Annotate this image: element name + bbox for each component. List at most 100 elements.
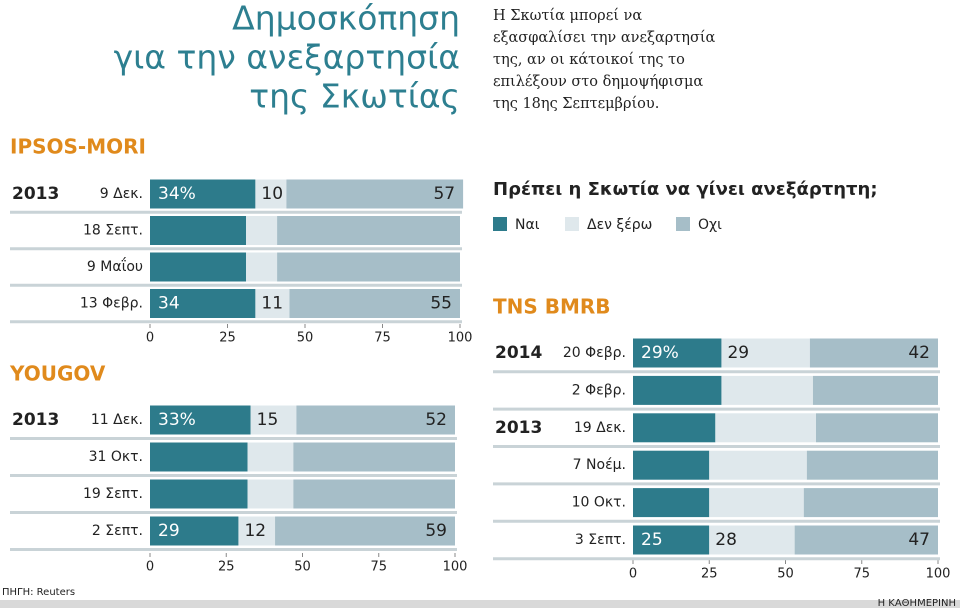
data-label: 25: [641, 530, 663, 550]
data-label: 29: [727, 343, 749, 363]
bar-segment: [250, 405, 297, 435]
description-line: εξασφαλίσει την ανεξαρτησία: [493, 29, 716, 46]
x-tick-label: 75: [370, 560, 387, 575]
year-label: 2014: [495, 343, 542, 363]
bar-segment: [812, 375, 938, 405]
description-line: Η Σκωτία μπορεί να: [493, 7, 642, 24]
legend-label: Ναι: [515, 217, 540, 233]
data-label: 11: [261, 294, 283, 314]
chart-title: YOUGOV: [9, 362, 106, 386]
category-label: 11 Δεκ.: [91, 412, 143, 428]
x-tick-label: 0: [629, 567, 637, 582]
data-label: 15: [257, 410, 279, 430]
bar-segment: [293, 479, 455, 509]
legend-label: Οχι: [698, 217, 722, 233]
bar-segment: [246, 216, 278, 245]
footer-band: [0, 600, 960, 608]
x-tick-label: 25: [218, 560, 235, 575]
bar-segment: [709, 450, 807, 480]
category-label: 18 Σεπτ.: [83, 223, 143, 239]
bar-segment: [150, 516, 239, 546]
category-label: 9 Δεκ.: [100, 186, 143, 202]
x-tick-label: 100: [443, 560, 468, 575]
bar-segment: [633, 375, 722, 405]
source: ΠΗΓΗ: Reuters: [2, 587, 75, 598]
bar-segment: [715, 413, 816, 443]
bar-segment: [277, 216, 460, 245]
legend-swatch: [676, 217, 690, 231]
year-label: 2013: [12, 410, 59, 430]
category-label: 13 Φεβρ.: [80, 296, 143, 312]
legend-label: Δεν ξέρω: [587, 217, 652, 233]
category-label: 19 Δεκ.: [574, 420, 626, 436]
bar-segment: [721, 338, 810, 368]
description-line: της 18ης Σεπτεμβρίου.: [493, 95, 659, 112]
legend-swatch: [493, 217, 507, 231]
x-tick-label: 0: [146, 560, 154, 575]
x-tick-label: 100: [448, 331, 473, 346]
x-tick-label: 75: [374, 331, 391, 346]
bar-segment: [794, 525, 938, 555]
data-label: 52: [425, 410, 447, 430]
category-label: 10 Οκτ.: [572, 495, 626, 511]
bar-segment: [289, 289, 460, 318]
data-label: 42: [908, 343, 930, 363]
year-label: 2013: [12, 184, 59, 204]
bar-segment: [709, 525, 795, 555]
data-label: 12: [244, 521, 266, 541]
data-label: 34: [158, 294, 180, 314]
data-label: 28: [715, 530, 737, 550]
x-tick-label: 50: [777, 567, 794, 582]
x-tick-label: 50: [297, 331, 314, 346]
data-label: 47: [908, 530, 930, 550]
bar-segment: [633, 413, 716, 443]
title-line: για την ανεξαρτησία: [114, 38, 460, 77]
bar-segment: [247, 442, 294, 472]
bar-segment: [246, 252, 278, 282]
bar-segment: [296, 405, 455, 435]
bar-segment: [809, 338, 938, 368]
bar-segment: [816, 413, 938, 443]
bar-segment: [150, 405, 251, 435]
bar-segment: [721, 375, 813, 405]
year-label: 2013: [495, 418, 542, 438]
data-label: 33%: [158, 410, 196, 430]
bar-segment: [150, 479, 248, 509]
category-label: 19 Σεπτ.: [83, 486, 143, 502]
x-tick-label: 100: [926, 567, 951, 582]
category-label: 31 Οκτ.: [89, 449, 143, 465]
bar-segment: [150, 252, 247, 282]
bar-segment: [150, 216, 247, 245]
category-label: 7 Νοέμ.: [573, 457, 626, 473]
bar-segment: [150, 442, 248, 472]
category-label: 20 Φεβρ.: [563, 345, 626, 361]
x-tick-label: 25: [219, 331, 236, 346]
bar-segment: [633, 525, 710, 555]
data-label: 57: [433, 184, 455, 204]
category-label: 9 Μαΐου: [87, 257, 143, 275]
x-tick-label: 50: [294, 560, 311, 575]
title-line: της Σκωτίας: [249, 77, 460, 116]
x-tick-label: 75: [853, 567, 870, 582]
bar-segment: [238, 516, 276, 546]
legend-title: Πρέπει η Σκωτία να γίνει ανεξάρτητη;: [493, 179, 878, 200]
bar-segment: [255, 289, 290, 318]
chart-title: IPSOS-MORI: [10, 135, 146, 159]
bar-segment: [286, 179, 464, 209]
category-label: 2 Σεπτ.: [92, 523, 143, 539]
bar-segment: [806, 450, 938, 480]
bar-segment: [150, 289, 256, 318]
data-label: 55: [430, 294, 452, 314]
bar-segment: [633, 488, 710, 518]
bar-segment: [255, 179, 287, 209]
bar-segment: [709, 488, 804, 518]
data-label: 29%: [641, 343, 679, 363]
bar-segment: [247, 479, 294, 509]
data-label: 29: [158, 521, 180, 541]
description-line: επιλέξουν στο δημοψήφισμα: [493, 73, 703, 90]
bar-segment: [633, 338, 722, 368]
category-label: 2 Φεβρ.: [572, 382, 626, 398]
bar-segment: [803, 488, 938, 518]
x-tick-label: 25: [701, 567, 718, 582]
